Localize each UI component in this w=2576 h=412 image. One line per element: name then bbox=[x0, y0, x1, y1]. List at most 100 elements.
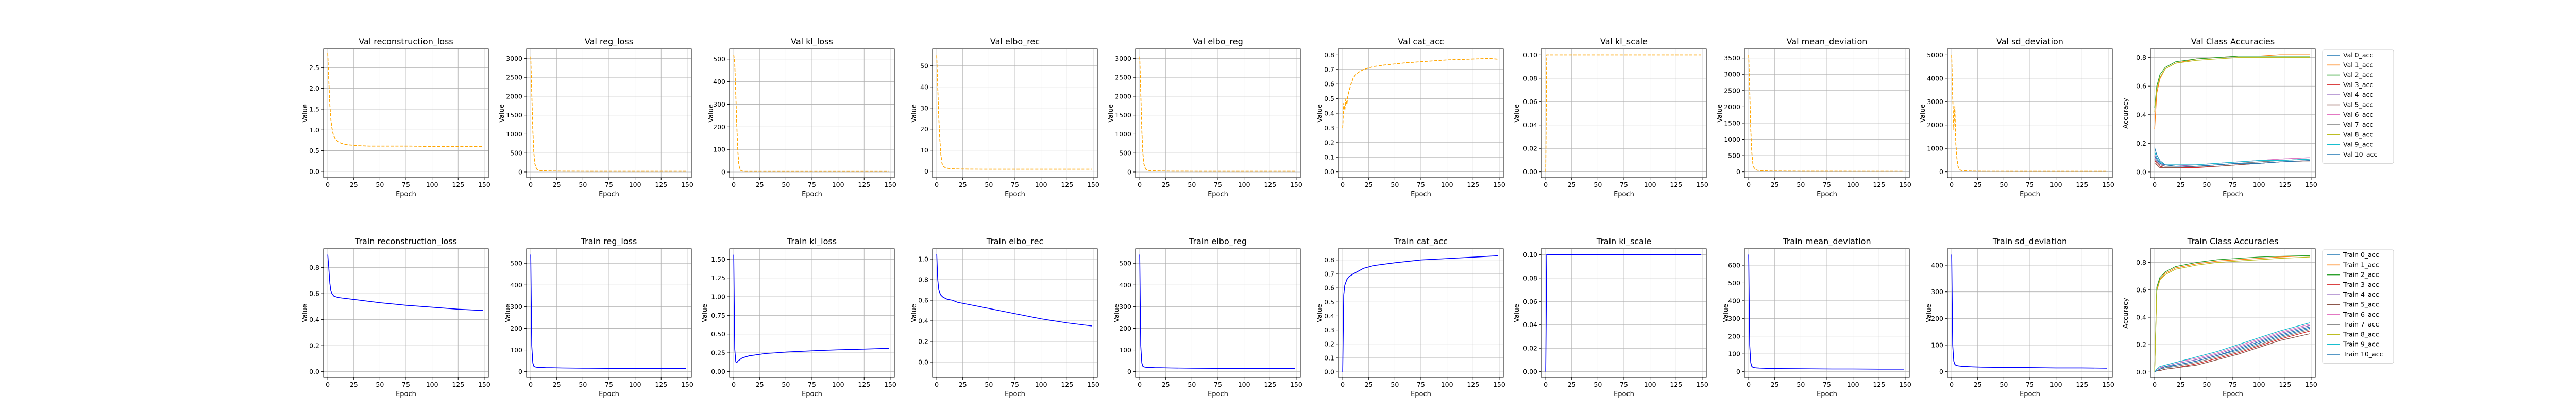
y-tick-label: 0.5 bbox=[309, 147, 319, 154]
x-tick-label: 50 bbox=[2202, 381, 2211, 388]
series-line bbox=[2154, 255, 2310, 372]
y-tick-label: 0.8 bbox=[2136, 54, 2146, 61]
y-tick-label: 5000 bbox=[1927, 51, 1943, 59]
x-tick-label: 150 bbox=[478, 181, 490, 188]
series-line bbox=[1545, 54, 1701, 172]
legend-entry: Val 5_acc bbox=[2343, 101, 2373, 109]
series-line bbox=[1545, 254, 1701, 372]
chart-title: Val sd_deviation bbox=[1996, 37, 2063, 47]
x-tick-label: 50 bbox=[1797, 381, 1805, 388]
series-line bbox=[2154, 328, 2311, 372]
x-tick-label: 125 bbox=[858, 381, 870, 388]
series-line bbox=[2154, 333, 2311, 372]
x-tick-label: 150 bbox=[2102, 381, 2114, 388]
chart-panel: 0 25 50 75 100 125 150 0.0 0.2 0.4 0.6 0.8 1.0 Train … bbox=[910, 236, 1099, 398]
x-tick-label: 75 bbox=[1620, 381, 1628, 388]
x-tick-label: 125 bbox=[452, 181, 464, 188]
x-tick-label: 125 bbox=[1873, 181, 1885, 188]
y-tick-label: 0 bbox=[1939, 368, 1943, 375]
x-axis-label: Epoch bbox=[1208, 390, 1228, 398]
chart-title: Train sd_deviation bbox=[1992, 236, 2067, 247]
x-tick-label: 0 bbox=[529, 381, 533, 388]
x-tick-label: 75 bbox=[605, 181, 613, 188]
x-tick-label: 125 bbox=[1264, 181, 1276, 188]
y-tick-label: 2.5 bbox=[309, 64, 319, 72]
y-tick-label: 0.8 bbox=[309, 264, 319, 271]
y-tick-label: 3000 bbox=[1724, 71, 1740, 78]
x-tick-label: 75 bbox=[1417, 181, 1425, 188]
chart-title: Train cat_acc bbox=[1394, 236, 1448, 247]
y-tick-label: 300 bbox=[1728, 315, 1740, 322]
y-tick-label: 0.0 bbox=[2136, 168, 2146, 176]
x-tick-label: 50 bbox=[1188, 181, 1196, 188]
chart-title: Train reg_loss bbox=[581, 236, 637, 247]
x-tick-label: 150 bbox=[1493, 181, 1505, 188]
y-tick-label: 3000 bbox=[1927, 98, 1943, 106]
x-tick-label: 100 bbox=[629, 181, 641, 188]
x-tick-label: 150 bbox=[2305, 381, 2317, 388]
x-tick-label: 25 bbox=[959, 381, 967, 388]
y-tick-label: 0.6 bbox=[309, 290, 319, 298]
series-line bbox=[733, 254, 889, 364]
y-axis-label: Value bbox=[1919, 104, 1927, 123]
y-tick-label: 1000 bbox=[1115, 130, 1131, 138]
y-tick-label: 500 bbox=[1728, 279, 1740, 287]
x-tick-label: 50 bbox=[985, 381, 993, 388]
x-tick-label: 0 bbox=[732, 181, 736, 188]
x-tick-label: 50 bbox=[579, 181, 587, 188]
x-tick-label: 100 bbox=[2253, 181, 2265, 188]
series-line bbox=[936, 253, 1092, 327]
x-tick-label: 150 bbox=[1493, 381, 1505, 388]
chart-title: Val kl_scale bbox=[1600, 37, 1648, 47]
y-tick-label: 0.08 bbox=[1523, 274, 1537, 282]
y-tick-label: 2000 bbox=[506, 92, 522, 100]
x-tick-label: 75 bbox=[1417, 381, 1425, 388]
y-tick-label: 0.4 bbox=[2136, 111, 2146, 118]
y-tick-label: 0.08 bbox=[1523, 74, 1537, 82]
y-tick-label: 1500 bbox=[1724, 119, 1740, 127]
x-axis-label: Epoch bbox=[1614, 390, 1634, 398]
legend-entry: Train 2_acc bbox=[2343, 271, 2379, 279]
x-tick-label: 100 bbox=[1441, 181, 1453, 188]
y-axis-label: Value bbox=[1925, 304, 1933, 322]
x-tick-label: 25 bbox=[1162, 381, 1170, 388]
series-line bbox=[2154, 322, 2311, 372]
y-tick-label: 200 bbox=[713, 123, 725, 131]
x-tick-label: 100 bbox=[2253, 381, 2265, 388]
y-tick-label: 400 bbox=[1931, 262, 1943, 269]
x-tick-label: 25 bbox=[2177, 181, 2185, 188]
x-tick-label: 50 bbox=[1594, 381, 1602, 388]
series-line bbox=[2154, 56, 2310, 108]
chart-panel: 0 25 50 75 100 125 150 0.0 0.2 0.4 0.6 0.8 Train Cla… bbox=[2122, 236, 2394, 398]
x-tick-label: 25 bbox=[1771, 381, 1779, 388]
y-tick-label: 500 bbox=[1119, 149, 1131, 157]
x-tick-label: 100 bbox=[629, 381, 641, 388]
x-axis-label: Epoch bbox=[802, 191, 822, 198]
chart-panel: 0 25 50 75 100 125 150 0.0 0.1 0.2 0.3 0.4 0.5 0.6 0.7… bbox=[1316, 236, 1505, 398]
y-tick-label: 1.00 bbox=[711, 293, 725, 301]
y-tick-label: 2500 bbox=[1115, 74, 1131, 81]
x-tick-label: 125 bbox=[1467, 381, 1479, 388]
y-axis-label: Value bbox=[504, 304, 512, 322]
x-tick-label: 150 bbox=[1899, 381, 1911, 388]
x-tick-label: 100 bbox=[1238, 181, 1250, 188]
x-tick-label: 0 bbox=[2153, 181, 2157, 188]
x-tick-label: 75 bbox=[402, 381, 410, 388]
x-tick-label: 0 bbox=[326, 181, 330, 188]
y-tick-label: 1000 bbox=[1724, 135, 1740, 143]
x-tick-label: 75 bbox=[1214, 181, 1222, 188]
x-tick-label: 75 bbox=[2026, 381, 2034, 388]
legend-entry: Train 9_acc bbox=[2343, 340, 2379, 348]
y-tick-label: 0.00 bbox=[1523, 368, 1537, 375]
legend-entry: Train 10_acc bbox=[2343, 350, 2383, 358]
y-tick-label: 1.0 bbox=[918, 255, 928, 263]
y-tick-label: 0.04 bbox=[1523, 321, 1537, 329]
y-tick-label: 0.06 bbox=[1523, 98, 1537, 106]
series-line bbox=[1748, 254, 1904, 370]
chart-title: Train elbo_reg bbox=[1189, 236, 1247, 247]
series-line bbox=[733, 54, 889, 172]
y-tick-label: 100 bbox=[713, 146, 725, 153]
chart-title: Val elbo_rec bbox=[990, 37, 1040, 47]
y-axis-label: Value bbox=[301, 304, 309, 322]
y-axis-label: Value bbox=[1316, 304, 1324, 322]
